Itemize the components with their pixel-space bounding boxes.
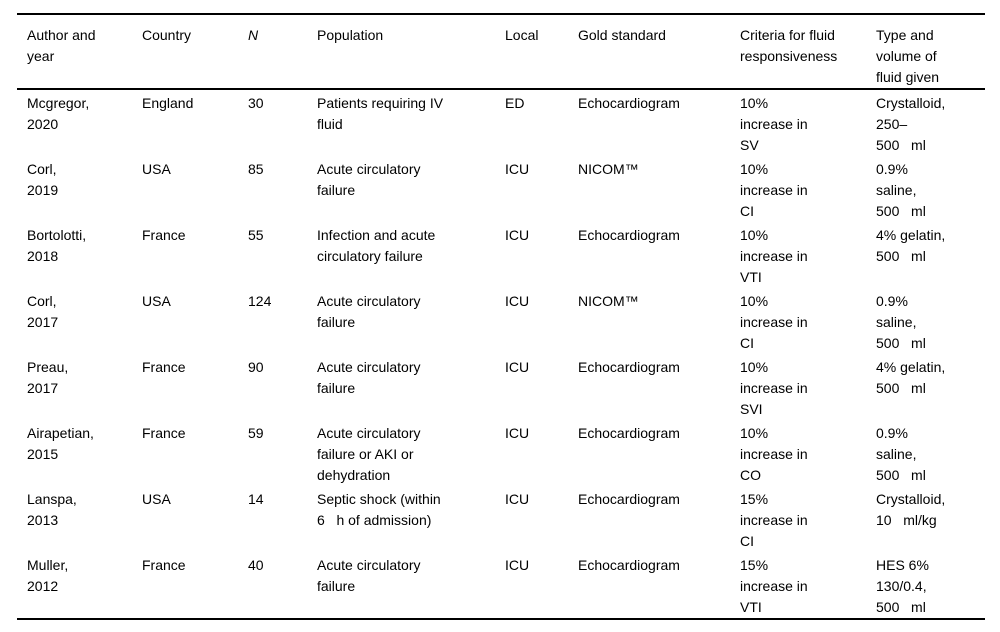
table-cell: Echocardiogram [578, 359, 680, 375]
table-cell: 10% increase in CI [740, 161, 808, 219]
table-cell: France [142, 557, 186, 573]
table-header: Author and year Country N Population Loc… [17, 14, 985, 89]
col-header-local: Local [505, 27, 539, 43]
table-cell: Acute circulatory failure [317, 161, 421, 198]
table-cell: Echocardiogram [578, 491, 680, 507]
table-header-row: Author and year Country N Population Loc… [17, 14, 985, 89]
table-cell: 40 [248, 557, 264, 573]
table-cell: 10% increase in SV [740, 95, 808, 153]
table-cell: ICU [505, 293, 530, 309]
table-cell: ICU [505, 161, 530, 177]
table-cell: Crystalloid, 10 ml/kg [876, 491, 946, 528]
table-cell: Echocardiogram [578, 95, 680, 111]
table-row: Muller, 2012 France 40 Acute circulatory fa… [17, 552, 985, 619]
table-cell: 55 [248, 227, 264, 243]
table-cell: Patients requiring IV fluid [317, 95, 444, 132]
table-cell: Corl, 2017 [27, 293, 59, 330]
table-cell: 90 [248, 359, 264, 375]
table-cell: Echocardiogram [578, 557, 680, 573]
table-row: Mcgregor, 2020 England 30 Patients requirin… [17, 89, 985, 156]
table-cell: 4% gelatin, 500 ml [876, 227, 946, 264]
table-cell: Acute circulatory failure [317, 359, 421, 396]
table-cell: Airapetian, 2015 [27, 425, 94, 462]
table-cell: Mcgregor, 2020 [27, 95, 90, 132]
table-row: Corl, 2017 USA 124 Acute circulatory failur… [17, 288, 985, 354]
table-cell: USA [142, 491, 171, 507]
table-cell: 10% increase in SVI [740, 359, 808, 417]
table-cell: Acute circulatory failure [317, 557, 421, 594]
table-row: Lanspa, 2013 USA 14 Septic shock (within 6 … [17, 486, 985, 552]
table-cell: 0.9% saline, 500 ml [876, 425, 926, 483]
table-cell: 15% increase in CI [740, 491, 808, 549]
table-cell: Infection and acute circulatory failure [317, 227, 436, 264]
table-cell: Acute circulatory failure [317, 293, 421, 330]
table-cell: France [142, 227, 186, 243]
table-row: Preau, 2017 France 90 Acute circulatory fai… [17, 354, 985, 420]
table-cell: USA [142, 293, 171, 309]
table-cell: Septic shock (within 6 h of admission) [317, 491, 441, 528]
table-cell: Lanspa, 2013 [27, 491, 77, 528]
col-header-country: Country [142, 27, 192, 43]
table-cell: 14 [248, 491, 264, 507]
table-cell: ICU [505, 227, 530, 243]
table-cell: England [142, 95, 194, 111]
table-body: Mcgregor, 2020 England 30 Patients requirin… [17, 89, 985, 619]
table-cell: Preau, 2017 [27, 359, 69, 396]
table-row: Corl, 2019 USA 85 Acute circulatory failure… [17, 156, 985, 222]
table-cell: Echocardiogram [578, 425, 680, 441]
table-cell: Bortolotti, 2018 [27, 227, 87, 264]
table-cell: 59 [248, 425, 264, 441]
table-cell: USA [142, 161, 171, 177]
table-cell: France [142, 425, 186, 441]
studies-table: Author and year Country N Population Loc… [17, 13, 985, 620]
table-cell: HES 6% 130/0.4, 500 ml [876, 557, 929, 615]
table-cell: ICU [505, 491, 530, 507]
table-cell: 4% gelatin, 500 ml [876, 359, 946, 396]
table-cell: NICOM™ [578, 293, 639, 309]
table-cell: ICU [505, 359, 530, 375]
col-header-n: N [248, 27, 259, 43]
table-cell: 124 [248, 293, 272, 309]
col-header-population: Population [317, 27, 384, 43]
table-cell: NICOM™ [578, 161, 639, 177]
col-header-author-year: Author and year [27, 27, 96, 64]
table-cell: 15% increase in VTI [740, 557, 808, 615]
table-cell: ICU [505, 557, 530, 573]
table-cell: ED [505, 95, 525, 111]
table-cell: 30 [248, 95, 264, 111]
table-cell: 10% increase in VTI [740, 227, 808, 285]
table-cell: 85 [248, 161, 264, 177]
table-row: Bortolotti, 2018 France 55 Infection and ac… [17, 222, 985, 288]
table-cell: 0.9% saline, 500 ml [876, 161, 926, 219]
table-cell: Acute circulatory failure or AKI or dehy… [317, 425, 421, 483]
table-row: Airapetian, 2015 France 59 Acute circulator… [17, 420, 985, 486]
table-cell: Muller, 2012 [27, 557, 69, 594]
table-cell: 10% increase in CO [740, 425, 808, 483]
table-cell: France [142, 359, 186, 375]
col-header-gold-standard: Gold standard [578, 27, 666, 43]
col-header-criteria-fluid-responsiveness: Criteria for fluid responsiveness [740, 27, 838, 64]
table-cell: 0.9% saline, 500 ml [876, 293, 926, 351]
col-header-type-volume-fluid: Type and volume of fluid given [876, 27, 940, 85]
table-cell: Corl, 2019 [27, 161, 59, 198]
table-cell: Crystalloid, 250– 500 ml [876, 95, 946, 153]
table-cell: 10% increase in CI [740, 293, 808, 351]
table-cell: ICU [505, 425, 530, 441]
table-cell: Echocardiogram [578, 227, 680, 243]
